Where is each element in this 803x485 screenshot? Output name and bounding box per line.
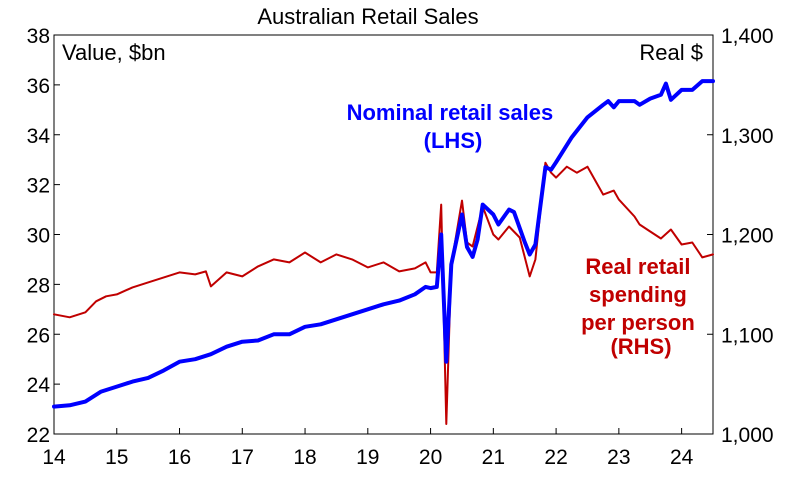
left-axis-label: Value, $bn — [62, 40, 166, 65]
left-tick-label: 26 — [27, 324, 50, 347]
x-tick-label: 24 — [670, 446, 694, 469]
x-tick-label: 19 — [356, 446, 379, 469]
left-tick-label: 32 — [27, 175, 50, 198]
x-tick-label: 14 — [42, 446, 66, 469]
nominal-sales-line — [52, 79, 715, 409]
right-tick-label: 1,100 — [721, 324, 774, 347]
x-tick-label: 22 — [544, 446, 567, 469]
left-tick-label: 34 — [27, 125, 51, 148]
x-tick-label: 17 — [231, 446, 254, 469]
nominal-label-line: (LHS) — [424, 128, 483, 153]
right-tick-label: 1,400 — [721, 25, 774, 48]
x-tick-label: 23 — [607, 446, 630, 469]
x-tick-label: 21 — [482, 446, 505, 469]
nominal-series-label: Nominal retail sales (LHS) — [347, 100, 560, 153]
real-label-line: spending — [589, 282, 687, 307]
x-tick-label: 15 — [105, 446, 128, 469]
axes-layer: 22 24 26 28 30 32 34 36 38 1,000 1,100 1,200 1,300 1,… — [27, 25, 774, 469]
x-tick-label: 16 — [168, 446, 191, 469]
series-layer — [52, 79, 715, 425]
real-label-line: Real retail — [585, 254, 690, 279]
x-tick-label: 20 — [419, 446, 442, 469]
left-tick-label: 36 — [27, 75, 50, 98]
right-axis-label: Real $ — [639, 40, 703, 65]
real-label-line: (RHS) — [610, 334, 671, 359]
real-series-label: Real retail spending per person (RHS) — [581, 254, 701, 359]
nominal-label-line: Nominal retail sales — [347, 100, 554, 125]
left-tick-label: 38 — [27, 25, 50, 48]
x-tick-label: 18 — [293, 446, 316, 469]
right-tick-label: 1,200 — [721, 225, 774, 248]
left-tick-label: 24 — [27, 374, 51, 397]
left-tick-label: 22 — [27, 424, 50, 447]
chart-title: Australian Retail Sales — [257, 4, 478, 29]
right-tick-label: 1,300 — [721, 125, 774, 148]
right-tick-label: 1,000 — [721, 424, 774, 447]
left-tick-label: 28 — [27, 274, 50, 297]
left-tick-label: 30 — [27, 225, 50, 248]
real-label-line: per person — [581, 310, 695, 335]
